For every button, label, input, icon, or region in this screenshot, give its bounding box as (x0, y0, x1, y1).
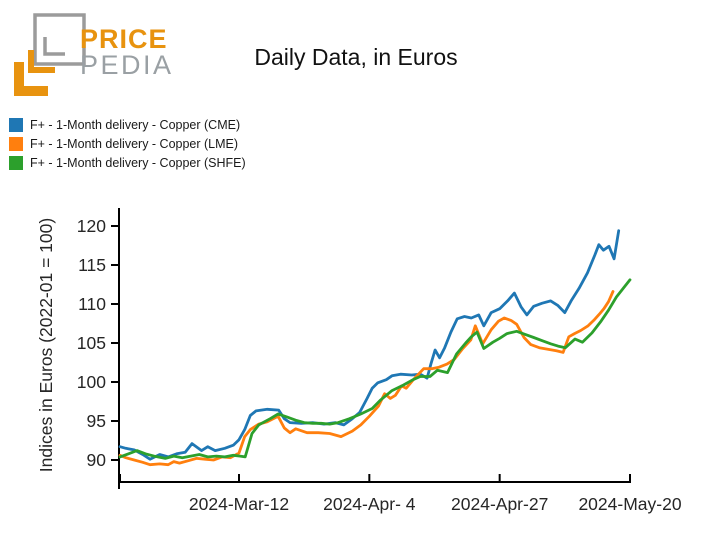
legend-label-lme: F+ - 1-Month delivery - Copper (LME) (30, 136, 239, 151)
logo-brand-price: PRICE (80, 24, 168, 54)
y-tick-label: 115 (78, 255, 106, 275)
x-tick-label: 2024-Apr-27 (451, 494, 548, 514)
y-tick-label: 90 (87, 450, 107, 470)
y-tick-label: 120 (77, 216, 106, 236)
legend-item-lme: F+ - 1-Month delivery - Copper (LME) (9, 134, 246, 153)
pricepedia-logo: PRICE PEDIA (8, 8, 238, 100)
series-line-cme (118, 229, 621, 461)
pricepedia-logo-text: PRICE PEDIA (80, 24, 174, 81)
legend-item-shfe: F+ - 1-Month delivery - Copper (SHFE) (9, 153, 246, 172)
legend-swatch-lme-icon (9, 136, 23, 151)
y-tick-label: 95 (87, 411, 106, 431)
legend-label-shfe: F+ - 1-Month delivery - Copper (SHFE) (30, 155, 246, 170)
x-tick-label: 2024-May-20 (578, 494, 681, 514)
x-tick-label: 2024-Mar-12 (189, 494, 289, 514)
y-tick-label: 110 (78, 294, 106, 314)
page-title: Daily Data, in Euros (254, 44, 458, 70)
legend-item-cme: F+ - 1-Month delivery - Copper (CME) (9, 115, 246, 134)
legend-swatch-shfe-icon (9, 155, 23, 170)
series-line-shfe (118, 278, 632, 460)
y-tick-label: 100 (77, 372, 106, 392)
legend-swatch-cme-icon (9, 117, 23, 132)
logo-brand-pedia: PEDIA (80, 50, 174, 81)
chart-legend: F+ - 1-Month delivery - Copper (CME) F+ … (9, 115, 246, 172)
legend-label-cme: F+ - 1-Month delivery - Copper (CME) (30, 117, 241, 132)
y-tick-label: 105 (77, 333, 106, 353)
y-axis-title: Indices in Euros (2022-01 = 100) (36, 218, 56, 472)
x-tick-label: 2024-Apr- 4 (323, 494, 416, 514)
pricepedia-logo-icon (14, 13, 86, 96)
series-line-lme (118, 290, 615, 467)
